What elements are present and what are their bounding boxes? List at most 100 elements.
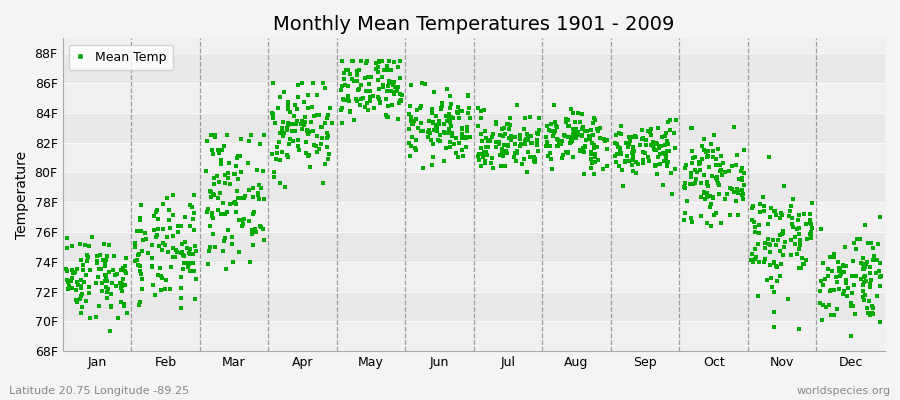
Point: [463, 115, 477, 122]
Point: [803, 217, 817, 223]
Point: [730, 186, 744, 192]
Point: [251, 181, 266, 188]
Bar: [62, 113, 885, 143]
Point: [316, 180, 330, 186]
Point: [293, 121, 308, 127]
Point: [770, 237, 785, 243]
Point: [658, 141, 672, 148]
Point: [430, 126, 445, 132]
Point: [217, 238, 231, 244]
Point: [281, 154, 295, 160]
Point: [80, 254, 94, 260]
Point: [856, 294, 870, 301]
Point: [590, 156, 605, 163]
Point: [552, 140, 566, 146]
Point: [113, 284, 128, 291]
Point: [637, 150, 652, 157]
Point: [649, 140, 663, 146]
Point: [65, 275, 79, 281]
Point: [118, 282, 132, 289]
Point: [349, 71, 364, 78]
Point: [273, 130, 287, 136]
Point: [176, 241, 190, 248]
Point: [784, 215, 798, 222]
Point: [178, 239, 193, 246]
Point: [529, 130, 544, 136]
Point: [702, 164, 716, 170]
Point: [109, 283, 123, 290]
Point: [860, 240, 875, 247]
Point: [752, 230, 766, 236]
Point: [873, 272, 887, 279]
Point: [205, 147, 220, 154]
Point: [642, 158, 656, 164]
Point: [267, 168, 282, 175]
Point: [283, 120, 297, 127]
Point: [695, 143, 709, 149]
Point: [459, 134, 473, 140]
Point: [95, 280, 110, 286]
Point: [455, 131, 470, 138]
Point: [421, 129, 436, 136]
Point: [302, 152, 316, 159]
Point: [589, 117, 603, 123]
Point: [220, 209, 235, 215]
Point: [772, 248, 787, 254]
Point: [435, 102, 449, 109]
Point: [530, 136, 544, 143]
Point: [409, 116, 423, 122]
Point: [747, 218, 761, 225]
Point: [567, 129, 581, 136]
Point: [387, 59, 401, 66]
Point: [136, 236, 150, 243]
Point: [634, 136, 649, 142]
Point: [90, 258, 104, 264]
Point: [443, 118, 457, 124]
Point: [319, 85, 333, 92]
Point: [819, 304, 833, 310]
Point: [798, 221, 813, 227]
Point: [734, 168, 748, 174]
Point: [785, 221, 799, 227]
Point: [716, 160, 730, 166]
Point: [789, 226, 804, 232]
Point: [246, 184, 260, 191]
Point: [266, 150, 280, 157]
Point: [729, 198, 743, 204]
Point: [76, 267, 91, 274]
Point: [706, 195, 720, 201]
Point: [184, 204, 199, 210]
Point: [634, 126, 649, 133]
Point: [92, 303, 106, 310]
Point: [584, 149, 598, 156]
Point: [769, 262, 783, 269]
Point: [539, 133, 554, 140]
Point: [387, 89, 401, 95]
Point: [382, 80, 396, 86]
Point: [547, 128, 562, 134]
Point: [527, 156, 542, 162]
Point: [403, 152, 418, 159]
Point: [520, 169, 535, 176]
Point: [174, 274, 188, 280]
Point: [518, 141, 532, 148]
Point: [870, 256, 885, 263]
Point: [273, 94, 287, 101]
Point: [618, 140, 633, 146]
Point: [699, 219, 714, 226]
Point: [440, 118, 454, 124]
Point: [483, 138, 498, 144]
Point: [723, 184, 737, 191]
Point: [736, 191, 751, 198]
Point: [781, 212, 796, 219]
Point: [748, 245, 762, 252]
Point: [496, 150, 510, 157]
Point: [617, 159, 632, 165]
Point: [856, 282, 870, 289]
Point: [792, 212, 806, 218]
Point: [856, 265, 870, 272]
Point: [298, 114, 312, 120]
Point: [729, 162, 743, 168]
Point: [688, 167, 703, 174]
Point: [509, 150, 524, 156]
